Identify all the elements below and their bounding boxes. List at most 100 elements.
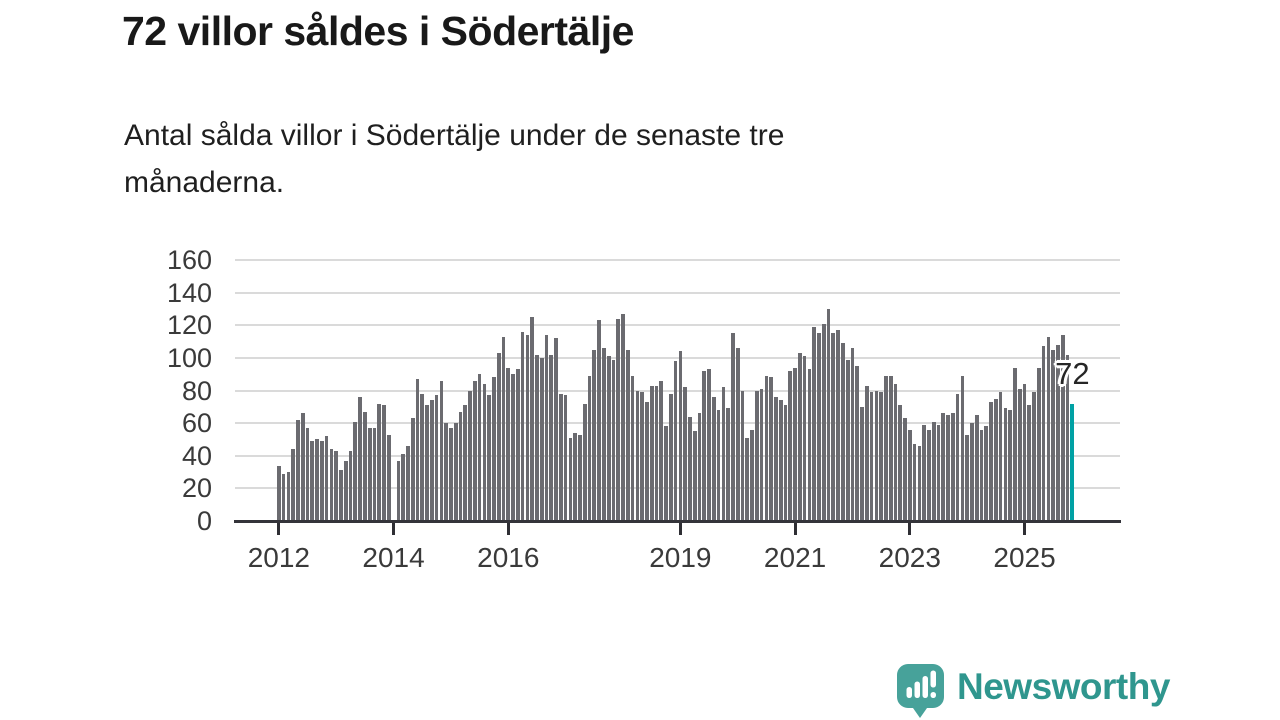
bar (879, 392, 883, 521)
x-tick-label: 2016 (477, 542, 540, 573)
bar (611, 359, 616, 521)
gridline (235, 324, 1120, 327)
bar (750, 429, 754, 521)
bar (568, 437, 573, 521)
bar (458, 411, 463, 521)
bar (477, 374, 482, 521)
bar (511, 374, 515, 521)
bar (420, 393, 425, 521)
bar (812, 326, 817, 521)
bar (869, 392, 874, 521)
bar (903, 418, 907, 521)
bar (912, 444, 917, 521)
bar (343, 460, 348, 521)
bar (807, 369, 812, 521)
bar (740, 390, 745, 521)
bar (606, 356, 611, 521)
bar (683, 387, 687, 521)
bar (559, 393, 563, 521)
bar (410, 418, 415, 521)
bar (692, 431, 697, 521)
x-tick (277, 521, 281, 535)
x-tick (793, 521, 797, 535)
x-tick-label: 2023 (878, 542, 941, 573)
bar (363, 411, 367, 521)
bar (884, 375, 888, 521)
bar (927, 429, 931, 521)
bar (592, 349, 597, 521)
bar (793, 367, 797, 521)
bar (501, 336, 506, 521)
bar (625, 349, 630, 521)
bar (291, 449, 296, 521)
page-title: 72 villor såldes i Södertälje (122, 8, 634, 54)
bar (429, 400, 434, 521)
bar (931, 421, 936, 521)
bar (893, 383, 898, 521)
bar (353, 421, 358, 521)
bar (324, 436, 329, 521)
bar (582, 403, 587, 521)
bar (482, 383, 487, 521)
newsworthy-speech-bubble-bar-chart-icon (897, 664, 944, 718)
bar (554, 338, 558, 521)
bar (539, 357, 544, 521)
bar (673, 361, 678, 521)
bar (1056, 344, 1060, 521)
bar (315, 439, 319, 521)
bar (974, 414, 979, 521)
bar (506, 367, 511, 521)
bar (664, 426, 668, 521)
bar (907, 429, 912, 521)
highlight-bar (1070, 403, 1075, 521)
bar (721, 387, 726, 521)
bar (525, 335, 530, 521)
bar (874, 390, 879, 521)
bar (401, 454, 405, 521)
chart-subtitle: Antal sålda villor i Södertälje under de… (124, 112, 784, 206)
bar (668, 393, 673, 521)
y-tick-label: 0 (196, 506, 212, 536)
bar (578, 434, 582, 521)
bar (1017, 388, 1022, 521)
bar (1003, 408, 1008, 521)
bar (449, 428, 453, 521)
bar (731, 333, 735, 521)
bar (778, 400, 783, 521)
x-tick-label: 2019 (649, 542, 712, 573)
bar (348, 450, 353, 521)
bar (888, 375, 893, 521)
y-tick-label: 100 (166, 342, 212, 373)
bar (563, 395, 568, 521)
bar (296, 419, 300, 521)
bar (836, 330, 840, 521)
bar (1065, 354, 1070, 521)
bar (831, 333, 836, 521)
bar (855, 366, 860, 521)
bar (1008, 410, 1013, 521)
bar (979, 429, 984, 521)
gridline (235, 291, 1120, 294)
y-tick-label: 60 (181, 408, 212, 439)
bar (769, 377, 774, 521)
chart-subtitle-line-1: Antal sålda villor i Södertälje under de… (124, 119, 785, 152)
gridline (235, 487, 1120, 490)
bar (764, 375, 769, 521)
bar (382, 405, 386, 521)
bar (702, 370, 707, 521)
bar (654, 385, 659, 521)
bar (1022, 383, 1027, 521)
bar (688, 416, 692, 521)
bar (496, 352, 501, 521)
bar (860, 406, 864, 521)
gridline (235, 259, 1120, 261)
bar (492, 377, 496, 521)
bar (826, 308, 831, 521)
bar (998, 392, 1003, 521)
bar (310, 441, 315, 521)
bar (678, 351, 683, 521)
y-axis-labels: 0 20 40 60 80 100 120 140 160 (108, 245, 212, 536)
y-tick-label: 160 (166, 245, 212, 275)
bar (697, 413, 702, 521)
